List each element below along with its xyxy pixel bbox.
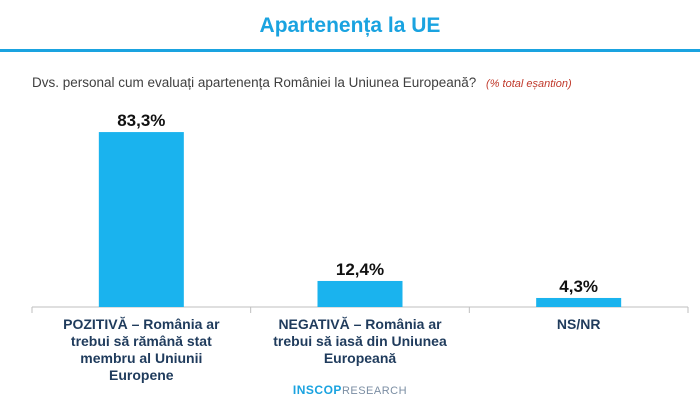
bar-value-label: 4,3%	[559, 277, 598, 296]
question-text: Dvs. personal cum evaluați apartenența R…	[32, 75, 672, 90]
bar-value-label: 12,4%	[336, 260, 384, 279]
title-divider	[0, 49, 700, 52]
bar-value-label: 83,3%	[117, 111, 165, 130]
bar	[536, 297, 622, 307]
category-label-positive: POZITIVĂ – România ar trebui să rămână s…	[63, 316, 220, 383]
page-title: Apartenența la UE	[259, 14, 441, 37]
brand-name: INSCOP	[292, 383, 342, 397]
sample-note: (% total eșantion)	[486, 78, 572, 90]
bar	[317, 280, 403, 307]
brand-sub: RESEARCH	[341, 385, 408, 397]
bar	[98, 132, 184, 307]
question-label: Dvs. personal cum evaluați apartenența R…	[32, 75, 477, 90]
category-label-nsnr: NS/NR	[556, 316, 601, 332]
category-label-negative: NEGATIVĂ – România ar trebui să iasă din…	[273, 316, 447, 366]
brand-logo: INSCOPRESEARCH	[0, 383, 700, 397]
